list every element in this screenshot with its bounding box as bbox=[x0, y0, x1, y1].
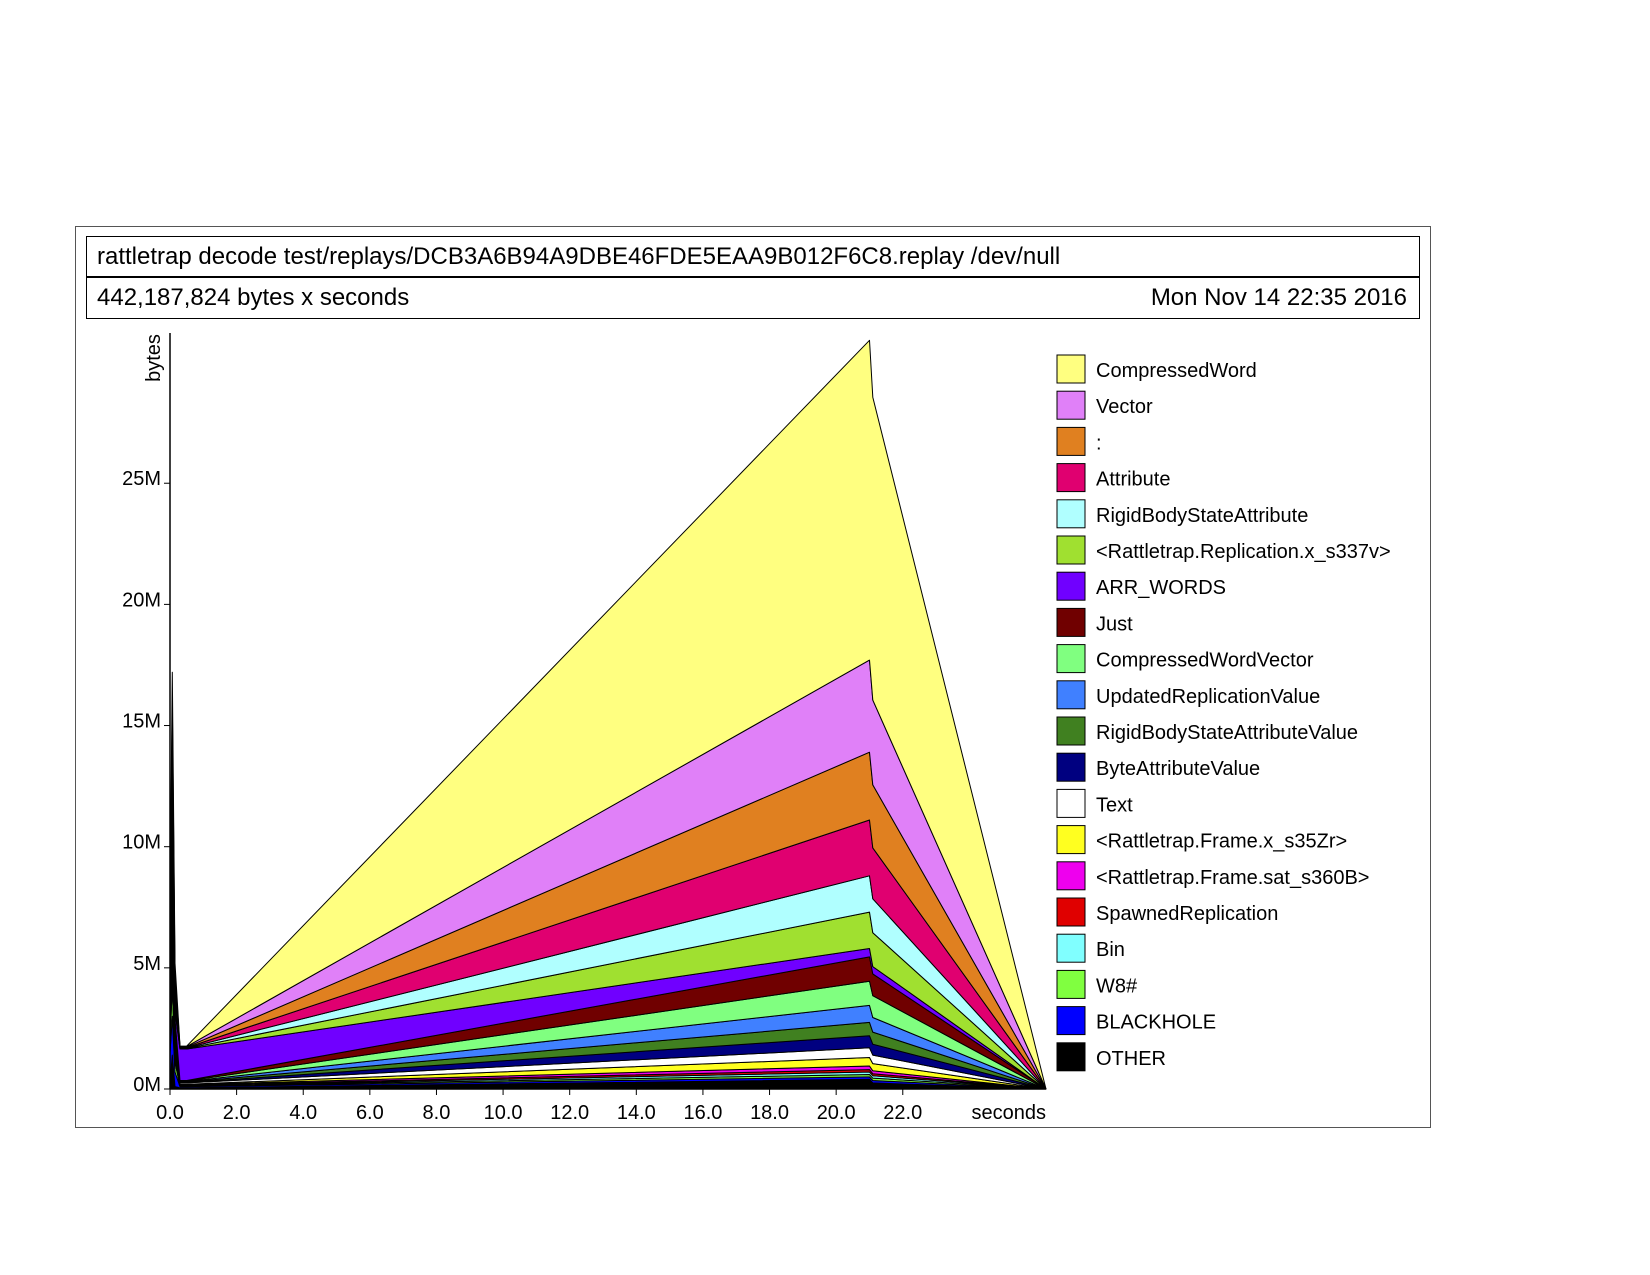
run-date: Mon Nov 14 22:35 2016 bbox=[1150, 283, 1407, 311]
legend-swatch bbox=[1056, 607, 1086, 637]
legend-swatch bbox=[1056, 752, 1086, 782]
x-tick-label: 6.0 bbox=[356, 1102, 384, 1124]
x-tick-label: 22.0 bbox=[883, 1102, 922, 1124]
legend-swatch bbox=[1056, 390, 1086, 420]
legend-label: <Rattletrap.Frame.sat_s360B> bbox=[1096, 867, 1369, 889]
legend-label: RigidBodyStateAttributeValue bbox=[1096, 722, 1358, 744]
legend-swatch bbox=[1056, 463, 1086, 493]
x-tick-label: 2.0 bbox=[223, 1102, 251, 1124]
y-tick-label: 10M bbox=[122, 832, 161, 854]
y-axis-label: bytes bbox=[143, 334, 165, 382]
legend-swatch bbox=[1056, 680, 1086, 710]
x-tick-label: 16.0 bbox=[683, 1102, 722, 1124]
legend-swatch bbox=[1056, 426, 1086, 456]
legend-swatch bbox=[1056, 933, 1086, 963]
command-text: rattletrap decode test/replays/DCB3A6B94… bbox=[97, 243, 1061, 270]
x-axis-label: seconds bbox=[972, 1102, 1047, 1124]
legend-swatch bbox=[1056, 897, 1086, 927]
legend-label: Attribute bbox=[1096, 469, 1170, 491]
legend-swatch bbox=[1056, 499, 1086, 529]
legend-label: Vector bbox=[1096, 396, 1153, 418]
legend-label: SpawnedReplication bbox=[1096, 903, 1278, 925]
legend-swatch bbox=[1056, 825, 1086, 855]
y-tick-label: 15M bbox=[122, 711, 161, 733]
legend-swatch bbox=[1056, 1042, 1086, 1072]
legend: CompressedWordVector:AttributeRigidBodyS… bbox=[1056, 354, 1391, 1072]
legend-label: UpdatedReplicationValue bbox=[1096, 686, 1320, 708]
total-bytes-seconds: 442,187,824 bytes x seconds bbox=[97, 283, 410, 311]
legend-swatch bbox=[1056, 1006, 1086, 1036]
legend-label: W8# bbox=[1096, 975, 1138, 997]
x-tick-label: 10.0 bbox=[484, 1102, 523, 1124]
legend-label: Text bbox=[1096, 794, 1133, 816]
legend-label: <Rattletrap.Frame.x_s35Zr> bbox=[1096, 831, 1347, 853]
legend-label: ARR_WORDS bbox=[1096, 577, 1226, 599]
legend-swatch bbox=[1056, 969, 1086, 999]
legend-label: <Rattletrap.Replication.x_s337v> bbox=[1096, 541, 1391, 563]
chart-frame bbox=[75, 226, 1431, 1128]
summary-header: 442,187,824 bytes x seconds Mon Nov 14 2… bbox=[86, 276, 1420, 319]
legend-label: Bin bbox=[1096, 939, 1125, 961]
y-tick-label: 0M bbox=[133, 1074, 161, 1096]
legend-label: CompressedWord bbox=[1096, 360, 1257, 382]
x-tick-label: 0.0 bbox=[156, 1102, 184, 1124]
x-tick-label: 4.0 bbox=[289, 1102, 317, 1124]
legend-label: Just bbox=[1096, 613, 1133, 635]
legend-swatch bbox=[1056, 535, 1086, 565]
legend-swatch bbox=[1056, 788, 1086, 818]
axes: 0.0 2.0 4.0 6.0 8.0 10.0 12.0 14.0 16.0 18.0 20.0 2… bbox=[122, 333, 1046, 1124]
legend-swatch bbox=[1056, 644, 1086, 674]
area-layers bbox=[169, 339, 1047, 1090]
legend-label: ByteAttributeValue bbox=[1096, 758, 1260, 780]
y-tick-label: 20M bbox=[122, 589, 161, 611]
y-tick-label: 5M bbox=[133, 953, 161, 975]
legend-label: RigidBodyStateAttribute bbox=[1096, 505, 1308, 527]
x-tick-label: 18.0 bbox=[750, 1102, 789, 1124]
x-tick-label: 12.0 bbox=[550, 1102, 589, 1124]
legend-swatch bbox=[1056, 861, 1086, 891]
legend-label: BLACKHOLE bbox=[1096, 1012, 1216, 1034]
y-tick-label: 25M bbox=[122, 468, 161, 490]
legend-label: CompressedWordVector bbox=[1096, 650, 1314, 672]
legend-label: OTHER bbox=[1096, 1048, 1166, 1070]
legend-swatch bbox=[1056, 716, 1086, 746]
legend-swatch bbox=[1056, 571, 1086, 601]
x-tick-label: 20.0 bbox=[817, 1102, 856, 1124]
command-header: rattletrap decode test/replays/DCB3A6B94… bbox=[86, 236, 1420, 278]
area-compressedword bbox=[169, 339, 1047, 1090]
x-tick-label: 8.0 bbox=[423, 1102, 451, 1124]
legend-swatch bbox=[1056, 354, 1086, 384]
legend-label: : bbox=[1096, 432, 1102, 454]
x-tick-label: 14.0 bbox=[617, 1102, 656, 1124]
